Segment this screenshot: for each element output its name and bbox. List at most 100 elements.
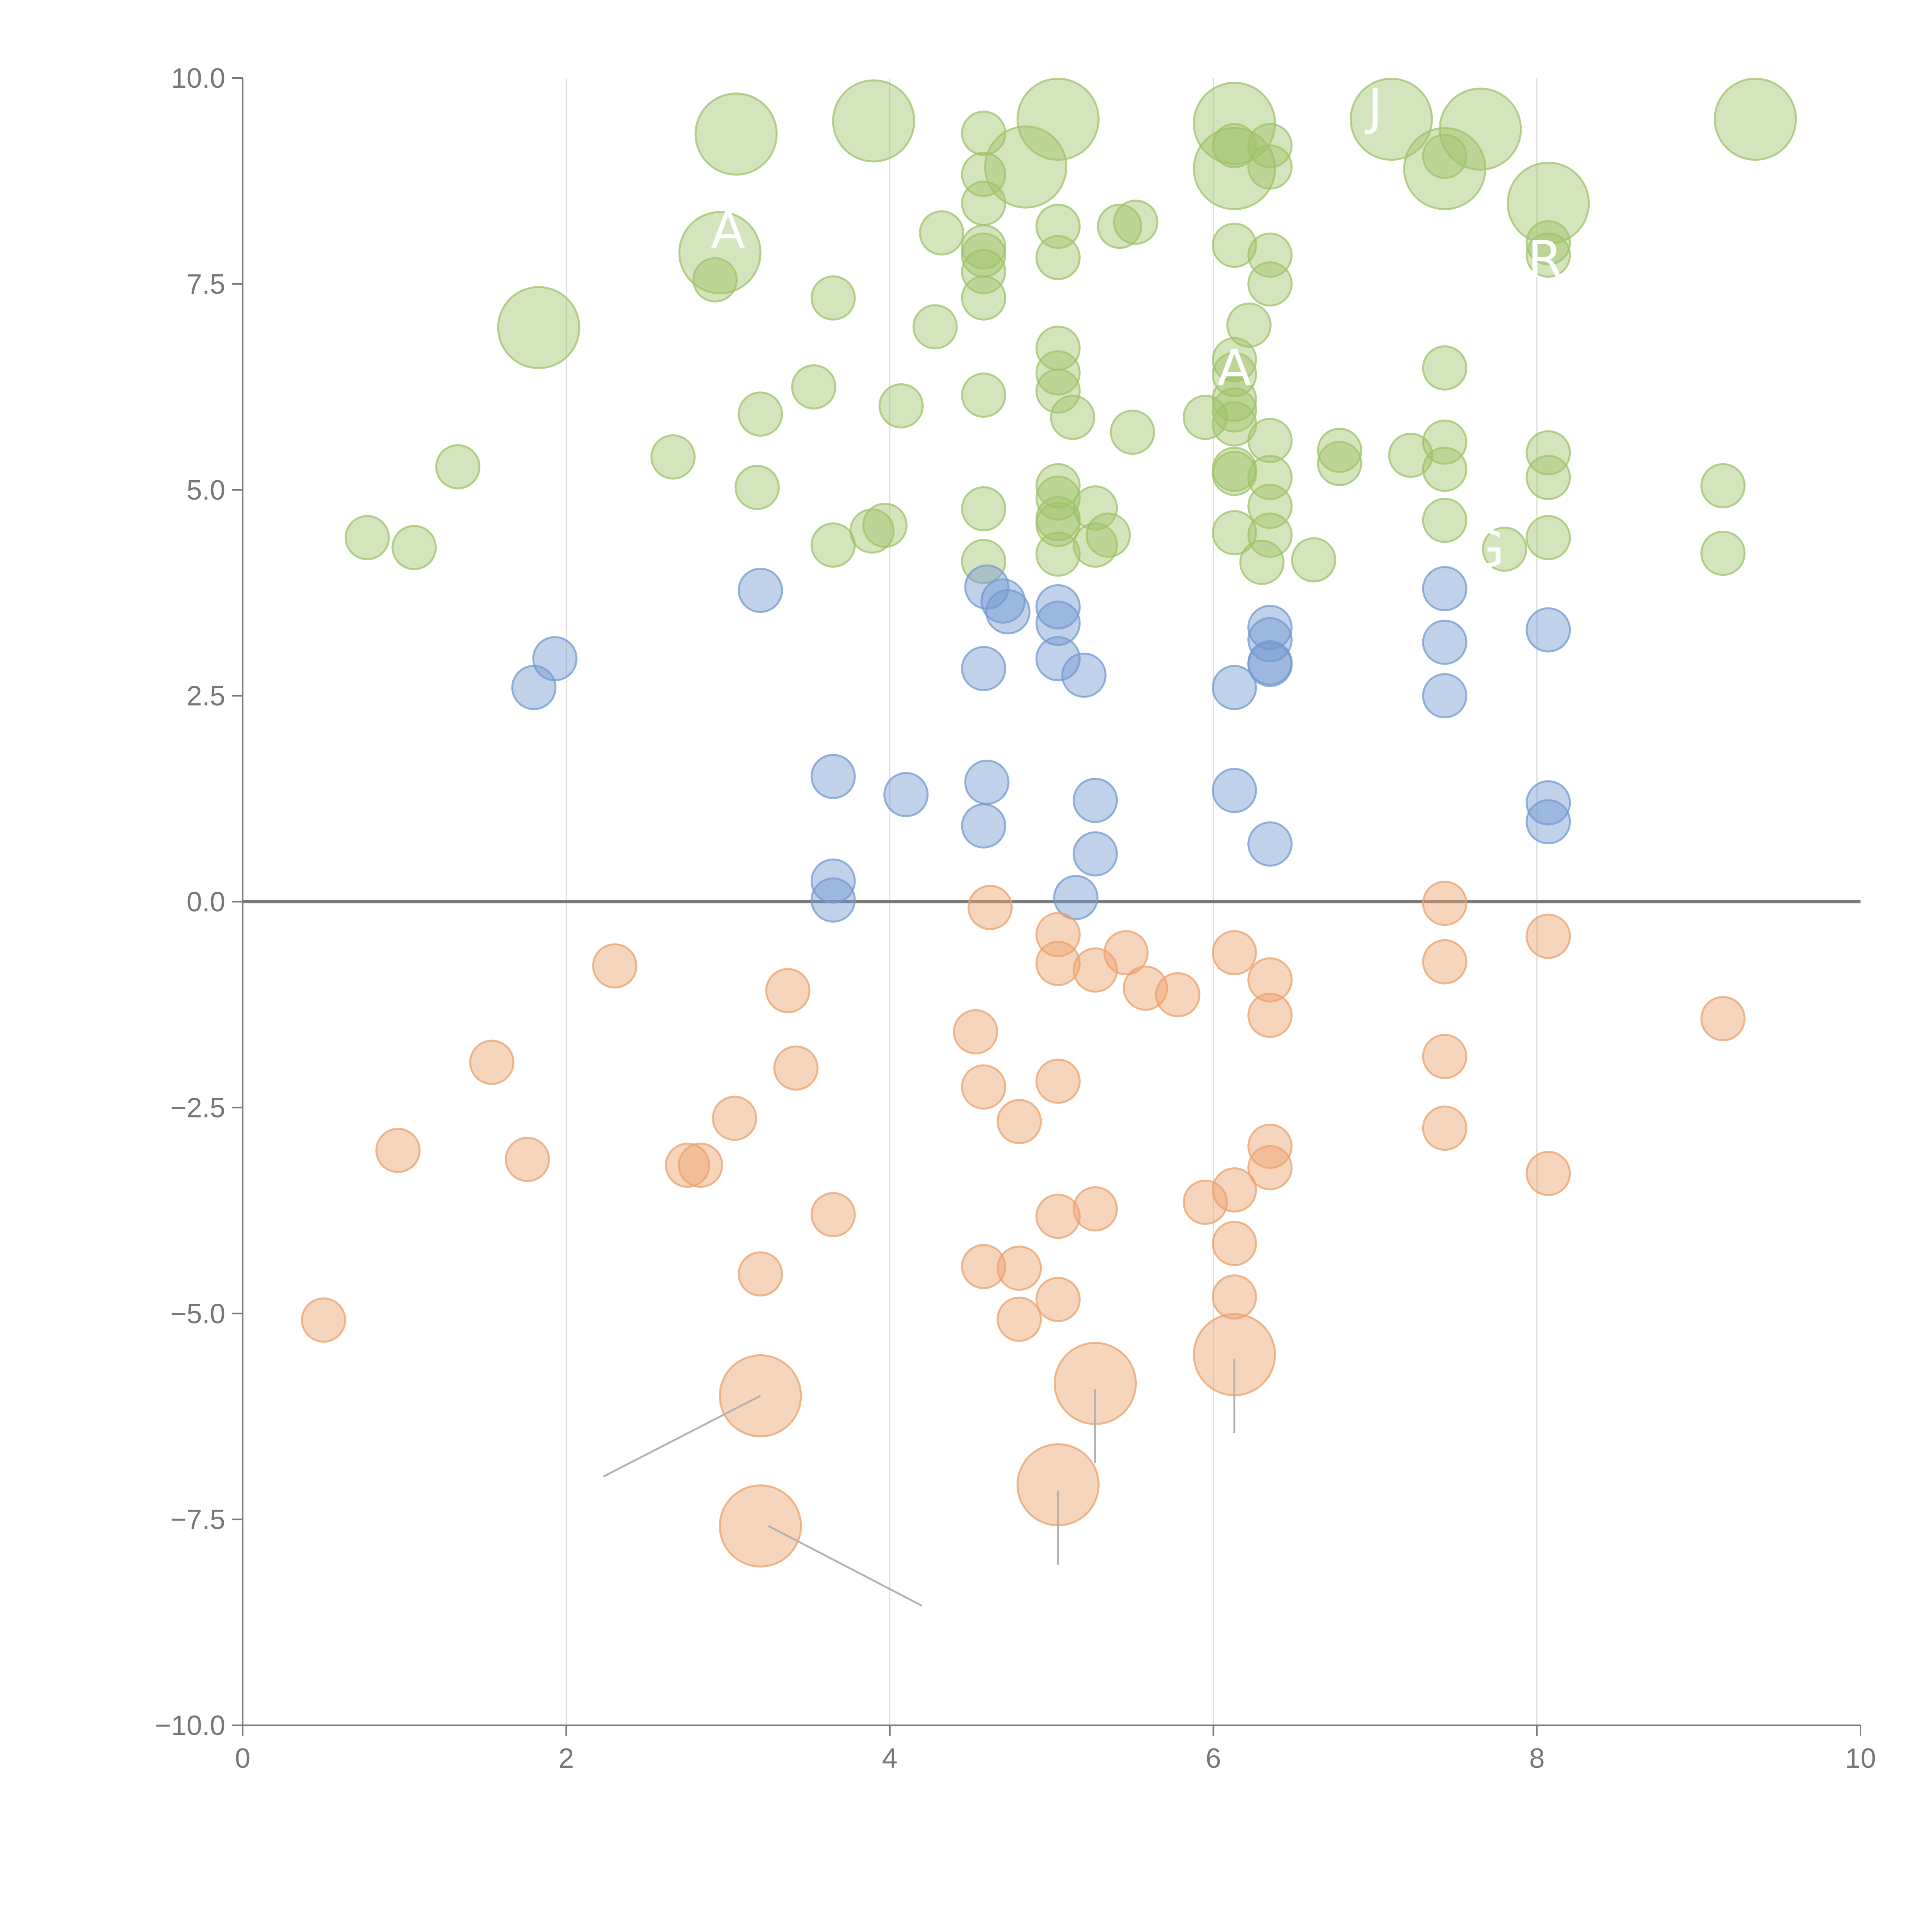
- data-point-green: [1526, 430, 1571, 476]
- data-point-blue: [1247, 821, 1293, 867]
- data-point-green: [1035, 350, 1081, 396]
- data-point-green: [912, 304, 958, 350]
- data-point-green: [984, 125, 1068, 209]
- data-point-blue: [1035, 600, 1081, 646]
- data-point-blue: [1035, 584, 1081, 629]
- data-point-green: [1035, 463, 1081, 509]
- data-point-green: [1526, 232, 1571, 278]
- data-point-orange: [1247, 993, 1293, 1038]
- data-point-green: [1085, 512, 1131, 558]
- data-point-green: [1097, 204, 1142, 249]
- data-point-green: [919, 210, 964, 256]
- data-point-green: [1350, 78, 1433, 161]
- data-point-blue: [1073, 777, 1118, 823]
- data-point-green: [810, 275, 856, 321]
- data-point-orange: [1155, 972, 1201, 1017]
- point-label: R: [1527, 230, 1562, 289]
- data-point-green: [1035, 235, 1081, 281]
- data-point-orange: [719, 1484, 802, 1568]
- data-point-green: [1317, 441, 1362, 486]
- data-point-orange: [1422, 1034, 1468, 1079]
- y-tick-label: 10.0: [171, 63, 225, 94]
- data-point-orange: [953, 1009, 998, 1054]
- data-point-orange: [1422, 881, 1468, 926]
- data-point-green: [692, 257, 738, 303]
- data-point-orange: [1035, 1277, 1081, 1322]
- data-point-green: [1212, 337, 1257, 383]
- data-point-green: [435, 444, 481, 490]
- data-point-orange: [1212, 930, 1257, 976]
- data-point-green: [1482, 526, 1527, 572]
- y-tick-label: −2.5: [170, 1092, 225, 1123]
- data-point-green: [344, 515, 390, 560]
- data-point-orange: [301, 1297, 346, 1343]
- data-point-green: [1422, 133, 1468, 179]
- data-point-orange: [1103, 930, 1149, 976]
- data-point-blue: [1247, 642, 1293, 687]
- data-point-orange: [375, 1128, 421, 1173]
- data-point-green: [678, 211, 762, 294]
- data-point-blue: [1212, 768, 1257, 813]
- data-point-green: [791, 364, 837, 410]
- data-point-green: [1212, 387, 1257, 433]
- data-point-orange: [967, 884, 1013, 930]
- data-point-orange: [1212, 1167, 1257, 1213]
- data-point-blue: [964, 759, 1010, 805]
- data-point-orange: [469, 1039, 515, 1085]
- data-point-blue: [1212, 665, 1257, 710]
- x-tick-label: 10: [1845, 1743, 1876, 1774]
- data-point-green: [1016, 78, 1100, 161]
- data-point-orange: [665, 1143, 710, 1188]
- y-tick-label: −7.5: [170, 1504, 225, 1535]
- axes: 10.0 7.5 5.0 2.5 0.0 −2.5 −5.0 −7.5 −10.0 0 2 4 6 8 10: [155, 63, 1876, 1774]
- point-labels: A A J R G: [711, 78, 1563, 579]
- data-point-green: [1507, 162, 1590, 245]
- data-point-orange: [1073, 1186, 1118, 1232]
- data-point-green: [961, 180, 1007, 226]
- data-point-orange: [773, 1045, 819, 1091]
- data-point-orange: [997, 1099, 1042, 1145]
- data-point-orange: [1212, 1221, 1257, 1266]
- data-point-green: [832, 79, 915, 163]
- data-point-green: [961, 275, 1007, 321]
- data-point-green: [961, 111, 1007, 156]
- point-label: A: [711, 201, 745, 260]
- data-point-blue: [961, 646, 1007, 691]
- data-point-green: [650, 434, 696, 480]
- data-point-green: [961, 249, 1007, 294]
- data-point-green: [1182, 395, 1228, 440]
- leader-lines: [603, 1359, 1236, 1607]
- data-points: [301, 78, 1797, 1568]
- data-point-green: [1212, 510, 1257, 556]
- data-point-green: [849, 508, 895, 554]
- data-point-blue: [961, 803, 1007, 849]
- data-point-green: [1422, 419, 1468, 465]
- data-point-green: [1422, 498, 1468, 543]
- data-point-orange: [1422, 939, 1468, 985]
- data-point-green: [1073, 485, 1118, 531]
- data-point-blue: [1035, 636, 1081, 682]
- data-point-blue: [1526, 607, 1571, 653]
- data-point-green: [1035, 204, 1081, 249]
- data-point-orange: [712, 1095, 757, 1141]
- data-point-blue: [1061, 652, 1107, 698]
- data-point-orange: [738, 1251, 783, 1297]
- data-point-blue: [1526, 780, 1571, 826]
- data-point-blue: [1247, 605, 1293, 650]
- data-point-blue: [883, 772, 929, 817]
- leader-line: [768, 1525, 923, 1607]
- data-point-green: [734, 464, 780, 510]
- data-point-orange: [810, 1192, 856, 1237]
- data-point-green: [1212, 123, 1257, 168]
- data-point-orange: [961, 1064, 1007, 1110]
- y-tick-label: 7.5: [187, 269, 225, 300]
- data-point-orange: [765, 968, 811, 1014]
- data-point-blue: [810, 754, 856, 799]
- data-point-orange: [1035, 1058, 1081, 1104]
- data-point-green: [1700, 531, 1746, 576]
- data-point-blue: [738, 568, 783, 613]
- data-point-orange: [1035, 940, 1081, 986]
- data-point-green: [878, 383, 924, 429]
- y-tick-label: 2.5: [187, 681, 225, 712]
